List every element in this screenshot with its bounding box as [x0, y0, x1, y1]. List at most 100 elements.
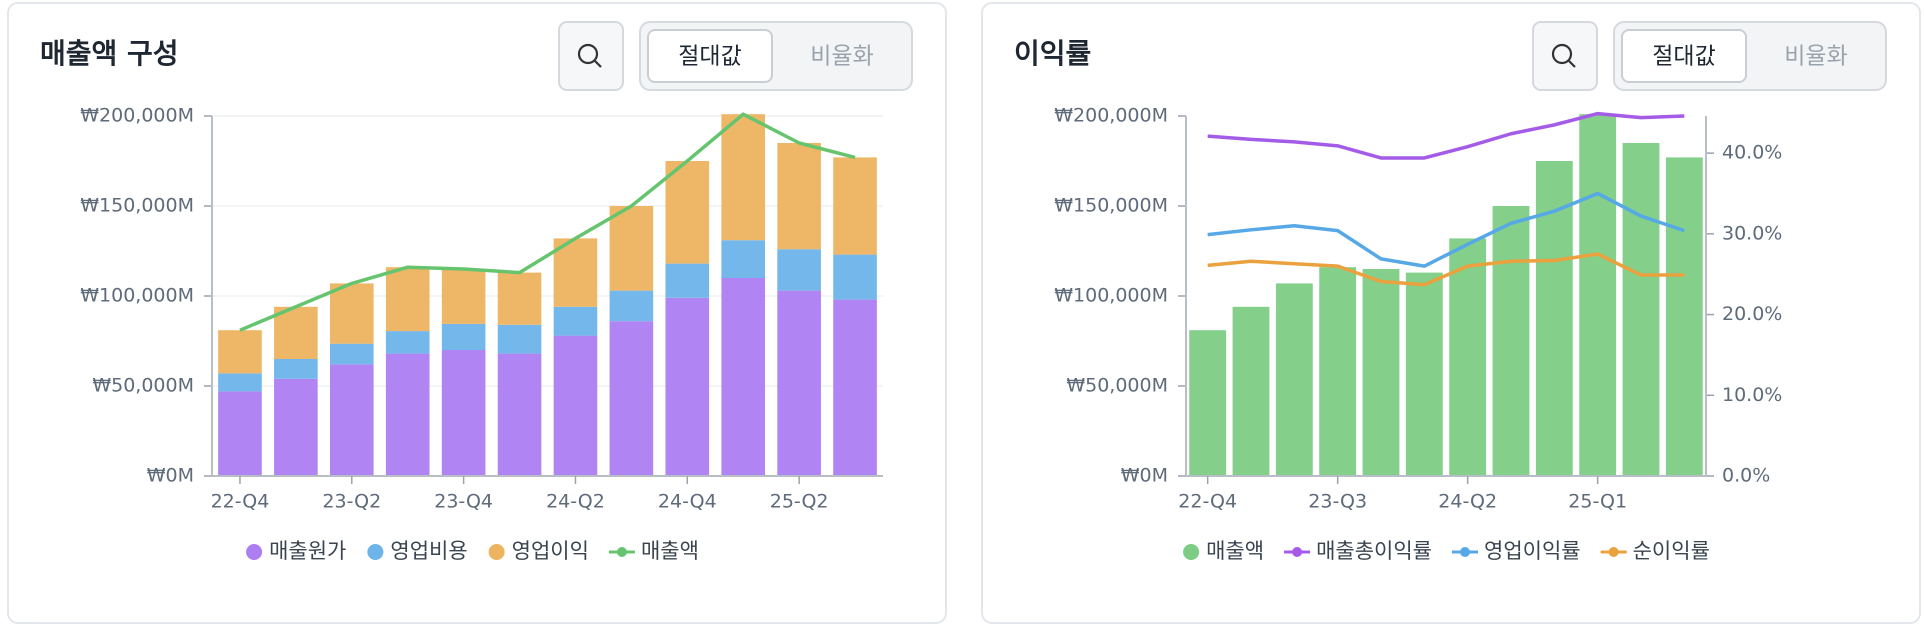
bar-segment	[274, 306, 318, 359]
legend-marker	[246, 544, 263, 560]
bar-segment	[721, 114, 766, 241]
y-tick-label: ₩0M	[1121, 465, 1168, 487]
bar-segment	[1319, 267, 1357, 476]
bar-segment	[1362, 269, 1400, 476]
legend-label: 영업이익률	[1484, 539, 1581, 563]
bar-segment	[1189, 330, 1227, 476]
x-tick-label: 23-Q2	[322, 491, 381, 513]
bar-segment	[721, 278, 766, 476]
bar-segment	[218, 373, 262, 392]
line	[1207, 191, 1685, 268]
bar-segment	[665, 263, 710, 298]
y2-tick-label: 20.0%	[1722, 303, 1782, 325]
x-tick-label: 24-Q4	[658, 491, 717, 513]
bar-segment	[777, 143, 821, 250]
bar-segment	[1622, 143, 1660, 476]
search-button[interactable]	[1532, 21, 1598, 91]
bar-segment	[833, 254, 877, 300]
bar-segment	[553, 335, 598, 476]
line	[239, 112, 856, 332]
y-tick-label: ₩150,000M	[1054, 195, 1168, 217]
bar-segment	[441, 350, 486, 476]
bar-segment	[1535, 161, 1573, 476]
bar-segment	[553, 306, 598, 336]
line	[1207, 111, 1685, 160]
bar-segment	[833, 157, 877, 255]
bar-segment	[1232, 306, 1270, 476]
legend-marker	[1608, 547, 1619, 557]
bar-segment	[329, 343, 374, 365]
panel-title: 이익률	[1014, 37, 1091, 70]
bar-segment	[497, 324, 542, 354]
y-tick-label: ₩100,000M	[1054, 285, 1168, 307]
legend-label: 영업이익	[512, 539, 589, 563]
y-tick-label: ₩200,000M	[1054, 105, 1168, 127]
x-tick-label: 25-Q2	[770, 491, 829, 513]
y-tick-label: ₩50,000M	[92, 375, 194, 397]
bar-segment	[218, 330, 262, 374]
bar-segment	[665, 161, 710, 264]
bar-segment	[329, 364, 374, 476]
bar-segment	[1405, 272, 1443, 476]
bar-segment	[441, 323, 486, 350]
legend-marker	[1460, 547, 1470, 557]
legend: 매출액 매출총이익률 영업이익률 순이익률	[1183, 539, 1710, 563]
line	[1207, 252, 1685, 287]
y2-tick-label: 40.0%	[1722, 142, 1782, 164]
toggle-button[interactable]: 절대값	[1652, 44, 1715, 70]
legend: 매출원가 영업비용 영업이익 매출액	[246, 539, 699, 563]
bar-segment	[385, 267, 430, 332]
legend-label: 영업비용	[390, 539, 467, 563]
bar-segment	[1579, 114, 1617, 476]
bar-segment	[777, 249, 821, 291]
x-tick-label: 25-Q1	[1568, 491, 1627, 513]
legend-label: 순이익률	[1633, 539, 1710, 563]
y-tick-label: ₩0M	[147, 465, 194, 487]
legend-marker	[488, 544, 505, 560]
toggle-button[interactable]: 절대값	[678, 44, 741, 70]
bar-segment	[441, 269, 486, 324]
bar-segment	[665, 297, 710, 476]
x-tick-label: 24-Q2	[1438, 491, 1497, 513]
panel-title: 매출액 구성	[40, 37, 179, 70]
legend-marker	[616, 547, 627, 557]
bar-segment	[609, 290, 654, 322]
legend-marker	[1183, 544, 1200, 560]
toggle-button[interactable]: 비율화	[810, 44, 873, 70]
bar-segment	[1449, 238, 1487, 476]
y-tick-label: ₩50,000M	[1066, 375, 1168, 397]
legend-marker	[367, 544, 384, 560]
y2-tick-label: 10.0%	[1722, 384, 1782, 406]
y-tick-label: ₩150,000M	[80, 195, 194, 217]
bar-segment	[497, 272, 542, 325]
bar-segment	[609, 321, 654, 476]
bar-segment	[497, 353, 542, 476]
bar-segment	[609, 206, 654, 291]
bar-segment	[1665, 157, 1703, 476]
legend-label: 매출액	[641, 539, 699, 563]
y-tick-label: ₩200,000M	[80, 105, 194, 127]
x-tick-label: 22-Q4	[1178, 491, 1237, 513]
bar-segment	[274, 359, 318, 379]
bar-segment	[218, 391, 262, 476]
toggle-active[interactable]	[647, 29, 773, 83]
x-tick-label: 24-Q2	[546, 491, 605, 513]
legend-label: 매출총이익률	[1316, 539, 1432, 563]
bar-segment	[385, 353, 430, 476]
bar-segment	[721, 240, 766, 278]
toggle-button[interactable]: 비율화	[1784, 44, 1847, 70]
x-tick-label: 22-Q4	[211, 491, 270, 513]
bar-segment	[833, 299, 877, 476]
x-tick-label: 23-Q4	[434, 491, 493, 513]
toggle-active[interactable]	[1621, 29, 1747, 83]
bar-segment	[1275, 283, 1313, 476]
x-tick-label: 23-Q3	[1308, 491, 1367, 513]
legend-label: 매출액	[1206, 539, 1264, 563]
bar-segment	[274, 378, 318, 476]
bar-segment	[385, 331, 430, 354]
y2-tick-label: 30.0%	[1722, 222, 1782, 244]
search-button[interactable]	[558, 21, 624, 91]
bar-segment	[777, 290, 821, 476]
y-tick-label: ₩100,000M	[80, 285, 194, 307]
